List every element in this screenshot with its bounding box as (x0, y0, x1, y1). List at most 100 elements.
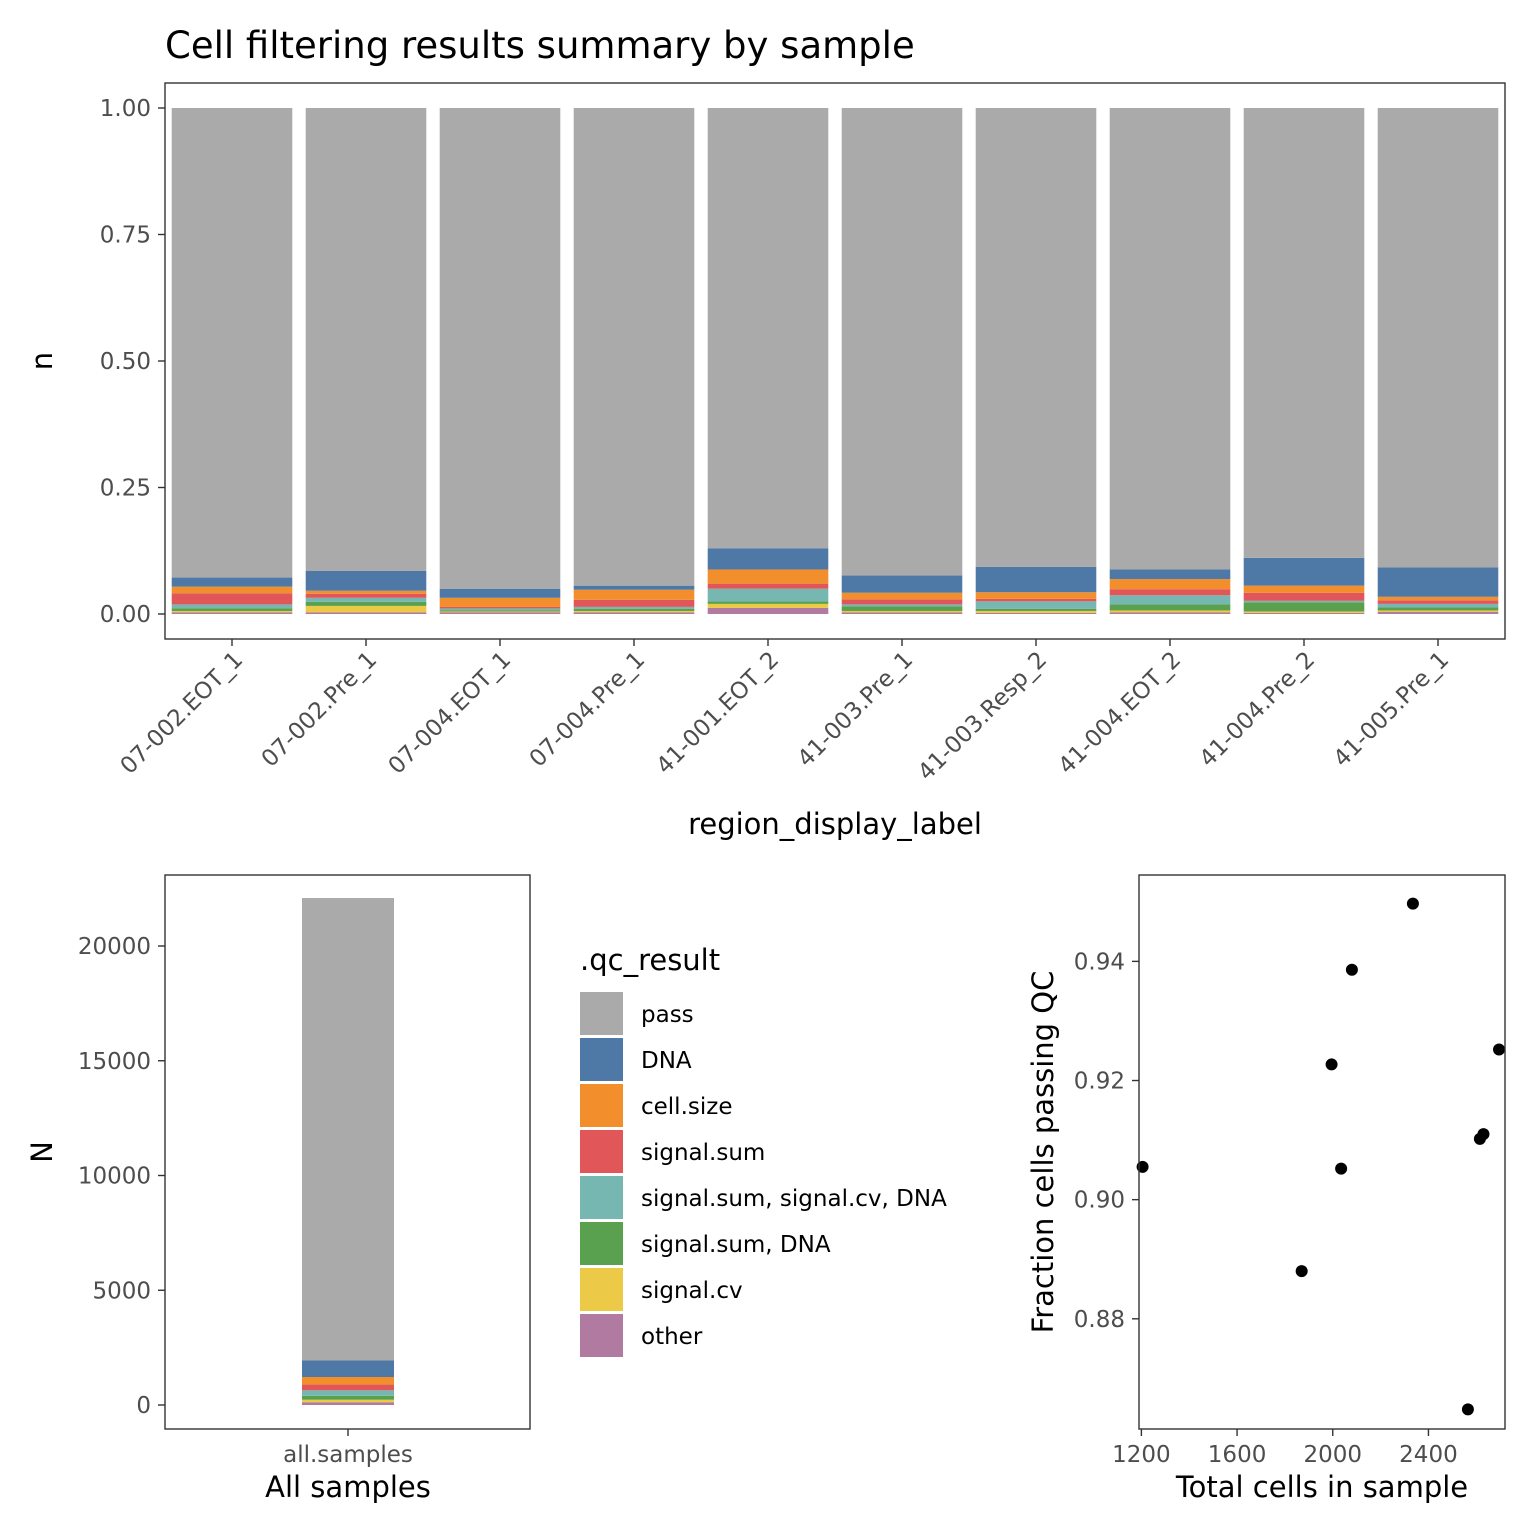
scatter-y-axis-title: Fraction cells passing QC (1026, 971, 1060, 1334)
bar-41-003-pre-1-dna (841, 575, 963, 593)
bar-all-samples-other (302, 1402, 394, 1405)
all-samples-y-tick-label: 15000 (78, 1049, 151, 1075)
bar-41-004-eot-2-pass (1109, 108, 1231, 570)
top-x-tick-label: 41-004.Pre_2 (1195, 647, 1321, 773)
scatter-point (1295, 1265, 1308, 1278)
bar-41-003-pre-1-signal-sum-signal-cv-dna (841, 604, 963, 607)
bar-07-004-pre-1-signal-cv (573, 610, 695, 613)
top-x-tick-label: 41-001.EOT_2 (652, 647, 785, 780)
all-samples-x-tick-label: all.samples (283, 1442, 413, 1468)
bar-07-004-eot-1-pass (439, 108, 561, 589)
legend-label-other: other (641, 1324, 703, 1350)
all-samples-y-tick-label: 20000 (78, 934, 151, 960)
bar-all-samples-cell-size (302, 1377, 394, 1385)
scatter-y-tick-label: 0.90 (1074, 1188, 1125, 1214)
top-y-tick-label: 1.00 (100, 96, 151, 122)
bar-07-004-eot-1-signal-sum-signal-cv-dna (439, 608, 561, 611)
bar-41-005-pre-1-signal-sum (1377, 600, 1499, 604)
legend-label-pass: pass (641, 1002, 694, 1028)
bar-41-003-resp-2-other (975, 612, 1097, 614)
legend-swatch-signal-sum (580, 1130, 623, 1173)
top-y-tick-label: 0.25 (100, 476, 151, 502)
top-x-tick-label: 07-002.Pre_1 (257, 647, 383, 773)
scatter-x-tick-label: 1600 (1208, 1442, 1267, 1468)
top-y-tick-label: 0.00 (100, 602, 151, 628)
scatter-point (1325, 1058, 1338, 1071)
scatter-y-tick-label: 0.88 (1074, 1307, 1125, 1333)
bar-41-003-pre-1-signal-sum (841, 599, 963, 605)
bar-41-003-pre-1-signal-sum-dna (841, 606, 963, 611)
legend-swatch-dna (580, 1038, 623, 1081)
bar-41-001-eot-2-signal-sum-signal-cv-dna (707, 588, 829, 602)
all-samples-x-axis: all.samples (283, 1429, 413, 1468)
bar-41-004-pre-2-signal-cv (1243, 611, 1365, 613)
all-samples-bars (302, 898, 394, 1405)
bar-07-004-pre-1-other (573, 612, 695, 614)
bar-41-004-pre-2-other (1243, 612, 1365, 614)
bar-07-004-pre-1-dna (573, 585, 695, 590)
scatter-point (1406, 897, 1419, 910)
bar-07-002-eot-1-signal-sum-signal-cv-dna (171, 604, 293, 609)
bar-41-004-eot-2-signal-sum-dna (1109, 604, 1231, 611)
scatter-point (1335, 1162, 1348, 1175)
bar-07-004-eot-1-signal-cv (439, 611, 561, 613)
bar-41-001-eot-2-signal-sum-dna (707, 601, 829, 604)
legend-swatch-signal-sum-signal-cv-dna (580, 1176, 623, 1219)
bar-07-004-pre-1-signal-sum-signal-cv-dna (573, 606, 695, 609)
bar-07-004-pre-1-cell-size (573, 589, 695, 600)
bar-07-002-pre-1-cell-size (305, 590, 427, 594)
bar-41-004-eot-2-dna (1109, 569, 1231, 580)
all-samples-x-axis-title: All samples (265, 1470, 431, 1504)
bar-41-001-eot-2-cell-size (707, 569, 829, 584)
bar-all-samples-signal-cv (302, 1399, 394, 1403)
bar-41-001-eot-2-pass (707, 108, 829, 549)
scatter-point (1477, 1128, 1490, 1141)
bar-07-002-pre-1-signal-sum (305, 593, 427, 598)
all-samples-y-tick-label: 0 (136, 1393, 151, 1419)
top-x-tick-label: 41-005.Pre_1 (1329, 647, 1455, 773)
top-y-tick-label: 0.50 (100, 349, 151, 375)
scatter-x-tick-label: 1200 (1112, 1442, 1171, 1468)
bar-07-002-eot-1-signal-sum-dna (171, 608, 293, 611)
bar-41-001-eot-2-other (707, 607, 829, 614)
bar-41-004-eot-2-signal-sum-signal-cv-dna (1109, 595, 1231, 605)
bar-07-002-eot-1-pass (171, 108, 293, 578)
bar-41-003-resp-2-pass (975, 108, 1097, 567)
bar-07-004-eot-1-dna (439, 588, 561, 598)
bar-all-samples-pass (302, 898, 394, 1361)
legend-label-dna: DNA (641, 1048, 692, 1074)
top-x-tick-label: 41-003.Pre_1 (793, 647, 919, 773)
bar-41-005-pre-1-pass (1377, 108, 1499, 568)
bar-41-005-pre-1-dna (1377, 567, 1499, 597)
bar-41-005-pre-1-other (1377, 611, 1499, 614)
chart-title: Cell filtering results summary by sample (165, 24, 915, 67)
bar-41-003-pre-1-cell-size (841, 592, 963, 600)
bar-41-005-pre-1-cell-size (1377, 596, 1499, 601)
bar-41-004-eot-2-signal-cv (1109, 610, 1231, 613)
bar-41-004-eot-2-other (1109, 612, 1231, 614)
bar-41-001-eot-2-signal-sum (707, 583, 829, 589)
bar-41-003-resp-2-signal-sum-dna (975, 608, 1097, 611)
scatter-x-tick-label: 2400 (1399, 1442, 1458, 1468)
bar-41-004-pre-2-signal-sum-signal-cv-dna (1243, 600, 1365, 603)
scatter-x-axis: 1200 1600 2000 2400 (1112, 1429, 1458, 1468)
legend-swatch-other (580, 1314, 623, 1357)
bar-41-004-pre-2-signal-sum (1243, 592, 1365, 601)
bar-41-003-pre-1-other (841, 612, 963, 614)
legend-label-cell-size: cell.size (641, 1094, 732, 1120)
bar-07-002-pre-1-signal-sum-dna (305, 601, 427, 606)
bar-07-002-pre-1-pass (305, 108, 427, 571)
bar-41-004-pre-2-pass (1243, 108, 1365, 558)
legend-title: .qc_result (580, 943, 720, 977)
bar-07-002-eot-1-signal-cv (171, 610, 293, 613)
scatter-point (1345, 963, 1358, 976)
scatter-x-axis-title: Total cells in sample (1175, 1470, 1468, 1504)
bar-41-005-pre-1-signal-cv (1377, 610, 1499, 612)
bar-07-002-eot-1-other (171, 612, 293, 614)
bar-07-004-pre-1-signal-sum-dna (573, 608, 695, 611)
top-x-tick-label: 41-003.Resp_2 (913, 647, 1052, 786)
bar-07-004-eot-1-signal-sum (439, 606, 561, 609)
top-x-tick-label: 41-004.EOT_2 (1054, 647, 1187, 780)
bar-all-samples-signal-sum-signal-cv-dna (302, 1390, 394, 1396)
